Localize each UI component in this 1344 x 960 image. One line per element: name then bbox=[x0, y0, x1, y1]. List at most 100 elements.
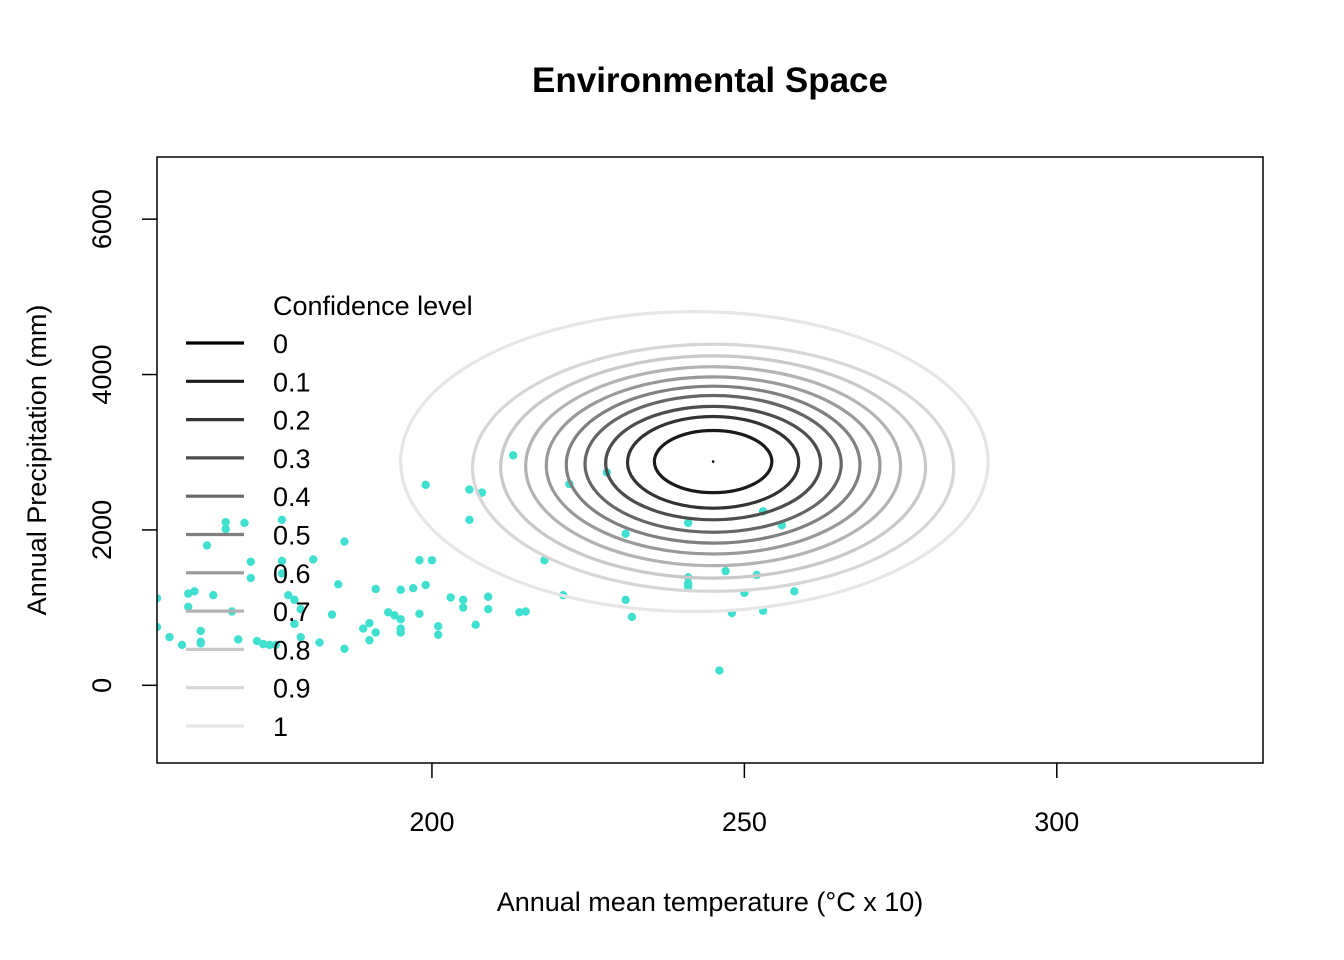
data-point bbox=[240, 518, 249, 528]
data-point bbox=[196, 626, 205, 636]
data-point bbox=[483, 592, 493, 601]
data-point bbox=[246, 557, 255, 566]
contour-line bbox=[544, 375, 882, 556]
contour-line bbox=[524, 365, 903, 568]
contour-center bbox=[711, 460, 715, 463]
y-axis-label: Annual Precipitation (mm) bbox=[22, 305, 52, 616]
contour-line bbox=[604, 404, 823, 522]
data-point bbox=[221, 517, 230, 527]
data-point bbox=[271, 640, 280, 650]
legend-title: Confidence level bbox=[273, 291, 473, 321]
data-point bbox=[196, 639, 205, 648]
legend: Confidence level 0 0.1 0.2 0.3 0.4 0.5 0.6 0.7 0.… bbox=[186, 291, 473, 742]
data-point bbox=[296, 604, 305, 614]
y-tick-label: 4000 bbox=[87, 344, 117, 404]
data-point bbox=[359, 624, 368, 633]
data-point bbox=[383, 608, 393, 617]
legend-label: 0.7 bbox=[273, 597, 311, 627]
data-point bbox=[296, 632, 305, 642]
data-point bbox=[458, 595, 468, 605]
axes: 200 250 300 0 2000 4000 6000 bbox=[87, 156, 1264, 837]
legend-label: 1 bbox=[273, 712, 288, 742]
legend-label: 0.2 bbox=[273, 406, 311, 436]
legend-label: 0.6 bbox=[273, 559, 311, 589]
data-point bbox=[365, 618, 374, 628]
data-point bbox=[521, 607, 530, 616]
data-point bbox=[340, 644, 349, 653]
data-point bbox=[446, 593, 455, 602]
y-tick-label: 2000 bbox=[87, 500, 117, 560]
data-point bbox=[157, 622, 162, 632]
data-point bbox=[390, 611, 399, 620]
legend-label: 0.3 bbox=[273, 444, 311, 474]
data-point bbox=[284, 590, 293, 600]
data-point bbox=[465, 515, 474, 525]
chart-title: Environmental Space bbox=[532, 61, 888, 100]
contour-line bbox=[499, 354, 928, 580]
data-point bbox=[721, 566, 730, 576]
legend-label: 0.5 bbox=[273, 521, 311, 551]
data-point bbox=[471, 620, 480, 629]
data-point bbox=[177, 640, 187, 650]
data-point bbox=[396, 628, 405, 637]
data-point bbox=[427, 556, 437, 565]
data-point bbox=[277, 556, 287, 566]
data-point bbox=[277, 515, 287, 525]
data-point bbox=[234, 635, 243, 644]
contour-line bbox=[470, 342, 956, 593]
data-point bbox=[371, 584, 380, 594]
data-point bbox=[421, 480, 430, 490]
data-point bbox=[508, 451, 518, 460]
y-tick-label: 0 bbox=[87, 678, 117, 693]
data-point bbox=[433, 630, 443, 640]
x-tick-label: 200 bbox=[409, 807, 454, 837]
data-point bbox=[421, 580, 430, 590]
y-tick-label: 6000 bbox=[87, 189, 117, 249]
data-point bbox=[483, 604, 493, 614]
data-point bbox=[715, 666, 724, 675]
data-point bbox=[396, 585, 405, 594]
x-axis-label: Annual mean temperature (°C x 10) bbox=[497, 887, 924, 917]
data-point bbox=[184, 602, 193, 612]
data-point bbox=[334, 580, 343, 589]
data-point bbox=[396, 615, 405, 624]
legend-label: 0.1 bbox=[273, 367, 311, 397]
data-point bbox=[290, 619, 299, 629]
contour-line bbox=[625, 414, 801, 510]
contour-line bbox=[583, 393, 843, 534]
contour-line bbox=[652, 428, 774, 495]
contour-line bbox=[564, 384, 862, 545]
data-point bbox=[290, 595, 299, 605]
data-point bbox=[683, 582, 693, 591]
data-point bbox=[627, 612, 637, 622]
data-point bbox=[458, 603, 468, 612]
legend-label: 0.9 bbox=[273, 674, 311, 704]
data-point bbox=[415, 609, 424, 619]
data-point bbox=[309, 555, 318, 564]
data-point bbox=[221, 524, 230, 534]
legend-label: 0.4 bbox=[273, 482, 311, 512]
data-point bbox=[252, 636, 262, 646]
x-tick-label: 300 bbox=[1034, 807, 1079, 837]
data-point bbox=[683, 518, 693, 528]
data-point bbox=[515, 608, 524, 617]
data-point bbox=[209, 590, 218, 600]
data-point bbox=[202, 541, 212, 550]
data-point bbox=[157, 594, 162, 603]
data-point bbox=[265, 640, 274, 650]
contour-line bbox=[399, 310, 990, 614]
data-point bbox=[621, 529, 630, 539]
data-point bbox=[165, 632, 174, 642]
x-tick-label: 250 bbox=[722, 807, 767, 837]
data-point bbox=[408, 583, 418, 593]
data-point bbox=[415, 556, 424, 565]
plot-content bbox=[157, 310, 990, 675]
data-point bbox=[340, 537, 349, 546]
data-point bbox=[315, 638, 324, 647]
plot-area bbox=[157, 310, 990, 675]
data-point bbox=[246, 573, 255, 583]
data-point bbox=[259, 639, 268, 649]
plot-frame bbox=[156, 156, 1264, 764]
data-point bbox=[365, 636, 374, 645]
